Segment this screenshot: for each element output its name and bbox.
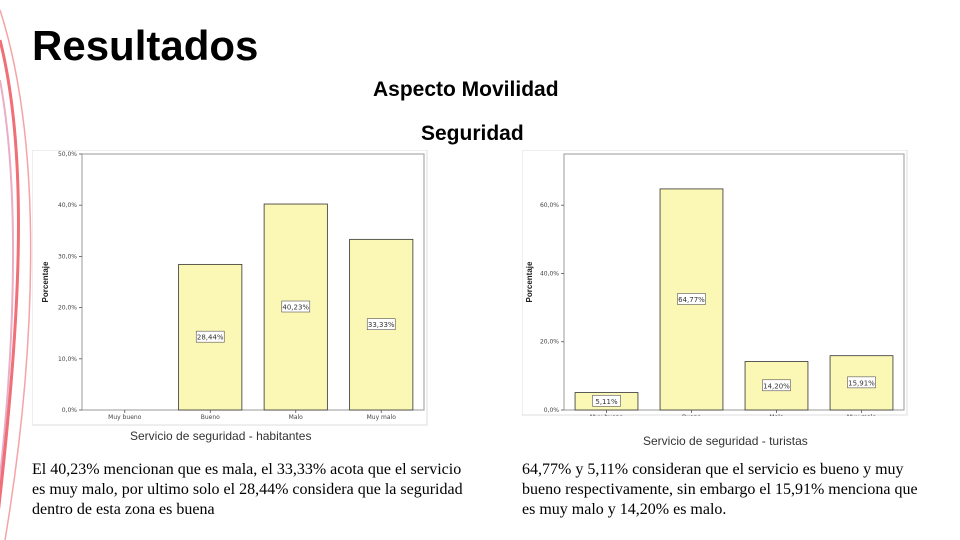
y-tick-label: 20,0% <box>58 305 77 312</box>
data-label: 5,11% <box>595 398 618 406</box>
y-tick-label: 30,0% <box>58 253 77 260</box>
y-tick-label: 60,0% <box>540 202 559 209</box>
description-habitantes: El 40,23% mencionan que es mala, el 33,3… <box>32 461 463 518</box>
data-label-box <box>281 300 311 313</box>
data-label: 15,91% <box>848 379 875 387</box>
y-axis-label: Porcentaje <box>41 261 50 302</box>
x-tick-label: Muy malo <box>847 414 877 416</box>
y-tick-label: 10,0% <box>58 356 77 363</box>
chart-habitantes: Porcentaje 0,0% 10,0% 20,0% 30,0% 40,0% 50,0% M… <box>32 150 428 426</box>
description-turistas: 64,77% y 5,11% consideran que el servici… <box>522 461 918 518</box>
x-tick-label: Muy malo <box>367 414 397 421</box>
y-axis-label: Porcentaje <box>525 261 534 302</box>
y-tick-label: 40,0% <box>58 202 77 209</box>
x-tick-label: Malo <box>769 414 784 416</box>
page-title: Resultados <box>32 22 259 69</box>
x-tick-label: Muy bueno <box>590 414 624 416</box>
data-label-box <box>592 394 621 407</box>
data-label-box <box>847 376 876 389</box>
y-tick-label: 40,0% <box>540 270 559 277</box>
y-tick-label: 20,0% <box>540 339 559 346</box>
data-label: 14,20% <box>763 382 790 390</box>
data-label-box <box>677 293 706 305</box>
data-label-box <box>366 318 396 330</box>
chart-turistas-xlabel: Servicio de seguridad - turistas <box>643 434 808 448</box>
data-label: 28,44% <box>197 334 224 342</box>
data-label: 33,33% <box>368 321 395 329</box>
page-subtitle: Aspecto Movilidad <box>373 78 559 101</box>
x-tick-label: Malo <box>289 414 304 421</box>
chart-habitantes-xlabel: Servicio de seguridad - habitantes <box>130 429 312 443</box>
chart-turistas: Porcentaje 0,0% 20,0% 40,0% 60,0% 5,11% Muy bu… <box>522 150 908 416</box>
y-tick-label: 0,0% <box>62 407 78 414</box>
x-tick-label: Muy bueno <box>108 414 142 421</box>
y-tick-label: 0,0% <box>544 407 560 414</box>
data-label-box <box>195 330 225 343</box>
data-label: 40,23% <box>282 304 309 312</box>
data-label: 64,77% <box>678 296 705 304</box>
y-tick-label: 50,0% <box>58 151 77 158</box>
data-label-box <box>762 379 791 392</box>
x-tick-label: Bueno <box>201 414 220 421</box>
section-title: Seguridad <box>421 122 524 145</box>
x-tick-label: Bueno <box>682 414 701 416</box>
